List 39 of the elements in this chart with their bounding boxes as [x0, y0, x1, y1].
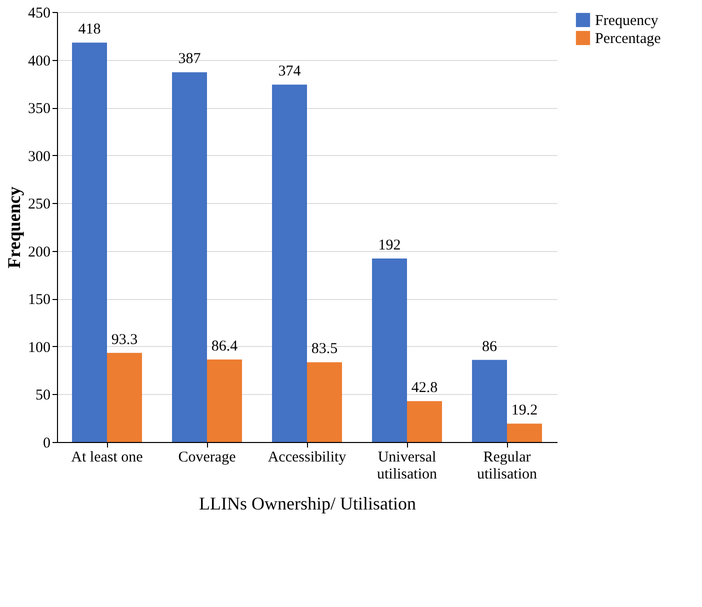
y-tick-label: 50 — [36, 388, 50, 404]
x-tick-label: Regular utilisation — [477, 450, 538, 482]
x-axis-title: LLINs Ownership/ Utilisation — [199, 494, 416, 514]
y-tick-label: 300 — [28, 148, 50, 165]
legend-label: Percentage — [595, 31, 662, 47]
data-label: 192 — [378, 238, 401, 254]
bar — [72, 42, 107, 442]
y-tick-label: 400 — [28, 53, 50, 70]
y-tick-label: 0 — [43, 436, 50, 452]
bar — [272, 84, 307, 442]
bar — [107, 352, 142, 442]
y-tick-label: 250 — [28, 196, 50, 213]
data-label: 387 — [178, 51, 202, 68]
y-tick-label: 450 — [28, 6, 50, 22]
legend-label: Frequency — [595, 13, 659, 29]
x-tick-label: Coverage — [178, 450, 236, 466]
data-label: 19.2 — [511, 402, 538, 419]
y-axis-title: Frequency — [4, 186, 24, 268]
bar — [372, 258, 407, 442]
data-label: 83.5 — [311, 341, 338, 358]
data-label: 42.8 — [411, 380, 438, 396]
data-label: 374 — [278, 64, 302, 80]
x-tick-label: Accessibility — [268, 450, 347, 466]
bar — [307, 362, 342, 442]
y-tick-label: 350 — [28, 101, 50, 118]
bar — [507, 424, 542, 442]
bar — [472, 360, 507, 442]
y-tick-label: 200 — [28, 244, 50, 260]
bar — [172, 72, 207, 442]
data-label: 418 — [78, 22, 101, 38]
y-tick-label: 100 — [28, 340, 50, 356]
bar — [207, 359, 242, 442]
bar — [407, 401, 442, 442]
x-tick-label: At least one — [71, 450, 144, 466]
data-label: 93.3 — [111, 332, 138, 348]
data-label: 86 — [482, 338, 498, 355]
data-label: 86.4 — [211, 338, 238, 354]
x-tick-label: Universal utilisation — [377, 450, 438, 482]
y-tick-label: 150 — [28, 292, 50, 308]
